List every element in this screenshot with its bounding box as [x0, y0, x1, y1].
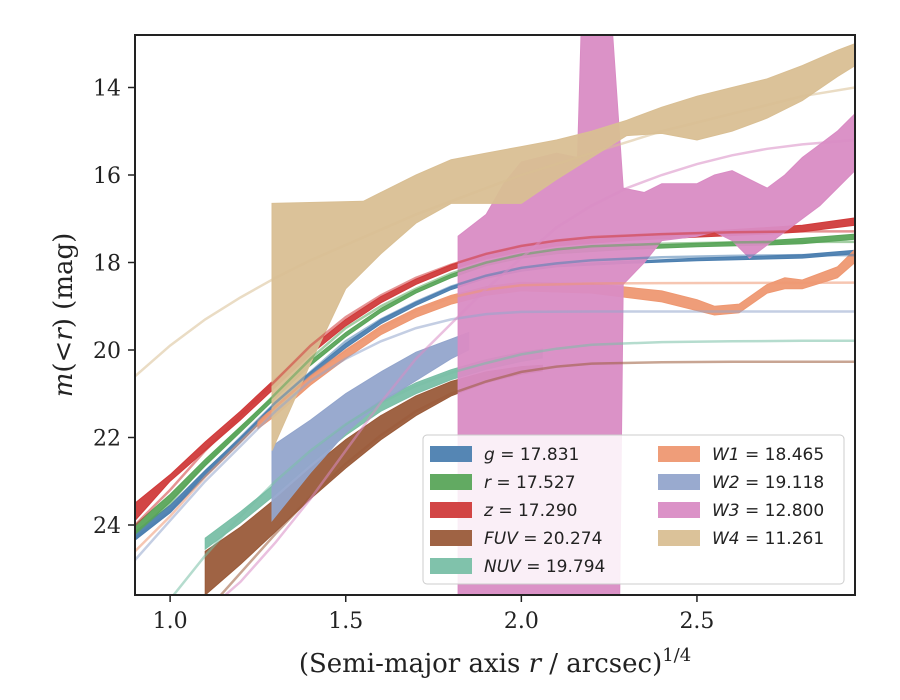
model-curve-z: [135, 230, 855, 526]
band-r: [135, 233, 855, 535]
model-curve-r: [135, 240, 855, 535]
y-tick-label: 22: [93, 427, 121, 452]
y-tick-label: 18: [93, 252, 121, 277]
legend-label: W3 = 12.800: [712, 501, 824, 521]
legend-label: W2 = 19.118: [712, 473, 824, 493]
x-tick-label: 1.0: [153, 609, 188, 634]
legend-label: W4 = 11.261: [712, 529, 824, 549]
legend-box: [422, 434, 845, 585]
legend-item-z: z = 17.290: [430, 501, 577, 521]
x-tick-label: 2.5: [679, 609, 714, 634]
legend-label: g = 17.831: [484, 445, 579, 465]
legend-swatch: [658, 446, 700, 462]
y-axis-label: m(<r) (mag): [49, 233, 79, 398]
band-w4: [271, 43, 855, 451]
model-curve-nuv: [172, 339, 855, 595]
legend-swatch: [430, 530, 472, 546]
legend-item-w3: W3 = 12.800: [658, 501, 824, 521]
x-axis-label: (Semi-major axis r / arcsec)1/4: [299, 645, 691, 679]
legend: g = 17.831 r = 17.527 z = 17.290 FUV = 20.2…: [422, 434, 845, 585]
legend-label: NUV = 19.794: [484, 557, 605, 577]
y-axis-ticks: 14 16 18 20 22 24: [93, 77, 135, 539]
x-axis-ticks: 1.0 1.5 2.0 2.5: [153, 595, 714, 634]
legend-item-g: g = 17.831: [430, 445, 579, 465]
legend-label: z = 17.290: [483, 501, 577, 521]
legend-swatch: [658, 530, 700, 546]
legend-label: W1 = 18.465: [712, 445, 824, 465]
model-curve-w3: [223, 138, 855, 595]
model-curve-w1: [135, 281, 855, 553]
legend-label: FUV = 20.274: [484, 529, 602, 549]
y-tick-label: 14: [93, 77, 121, 102]
model-curves: [135, 86, 855, 595]
legend-item-nuv: NUV = 19.794: [430, 557, 605, 577]
legend-label: r = 17.527: [484, 473, 576, 493]
legend-item-w4: W4 = 11.261: [658, 529, 824, 549]
plot-frame: [134, 34, 856, 596]
model-curve-w2: [135, 310, 855, 561]
legend-swatch: [430, 474, 472, 490]
y-tick-label: 24: [93, 514, 121, 539]
legend-item-fuv: FUV = 20.274: [430, 529, 602, 549]
legend-swatch: [430, 502, 472, 518]
legend-item-w2: W2 = 19.118: [658, 473, 824, 493]
model-curve-w4: [135, 86, 855, 378]
legend-swatch: [430, 446, 472, 462]
model-curve-g: [135, 253, 855, 540]
legend-item-r: r = 17.527: [430, 473, 576, 493]
legend-swatch: [658, 474, 700, 490]
legend-swatch: [658, 502, 700, 518]
x-tick-label: 1.5: [328, 609, 363, 634]
legend-item-w1: W1 = 18.465: [658, 445, 824, 465]
y-tick-label: 16: [93, 164, 121, 189]
y-tick-label: 20: [93, 339, 121, 364]
model-curve-fuv: [219, 360, 855, 595]
x-tick-label: 2.0: [504, 609, 539, 634]
legend-swatch: [430, 558, 472, 574]
